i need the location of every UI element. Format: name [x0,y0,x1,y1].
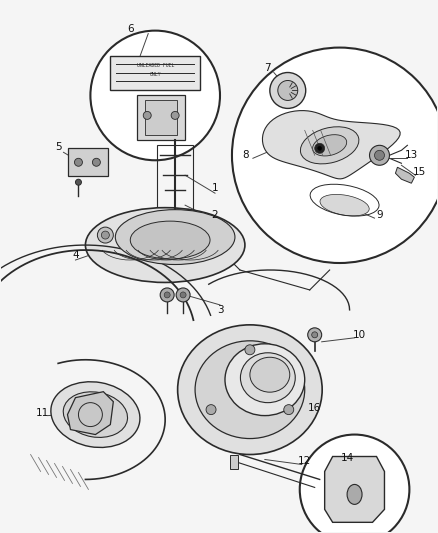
Ellipse shape [250,357,290,392]
Ellipse shape [320,195,369,216]
Circle shape [176,288,190,302]
Text: 13: 13 [405,150,418,160]
Circle shape [245,345,255,355]
Polygon shape [396,167,414,183]
Polygon shape [325,456,385,522]
Bar [157,146,193,215]
Ellipse shape [85,208,245,282]
Polygon shape [262,111,400,179]
Text: 11: 11 [36,408,49,418]
Ellipse shape [240,353,295,402]
Ellipse shape [225,344,305,416]
Text: 12: 12 [298,456,311,466]
Circle shape [318,147,321,150]
Circle shape [90,30,220,160]
Text: 8: 8 [243,150,249,160]
Text: 1: 1 [212,183,218,193]
Circle shape [143,111,151,119]
Text: 14: 14 [341,453,354,463]
Ellipse shape [313,135,347,156]
Circle shape [232,47,438,263]
Circle shape [164,292,170,298]
Ellipse shape [130,221,210,259]
Circle shape [75,179,81,185]
Circle shape [160,288,174,302]
Circle shape [314,143,325,154]
Circle shape [206,405,216,415]
Bar [137,95,185,140]
Ellipse shape [300,127,359,164]
Ellipse shape [178,325,322,455]
Circle shape [312,332,318,338]
Text: 15: 15 [413,167,426,177]
Ellipse shape [51,382,140,448]
Ellipse shape [195,341,305,439]
Ellipse shape [347,484,362,504]
Circle shape [300,434,410,533]
Bar [230,455,238,470]
Text: 10: 10 [353,330,366,340]
Text: 6: 6 [127,23,134,34]
Text: 7: 7 [265,62,271,72]
Circle shape [74,158,82,166]
Circle shape [374,150,385,160]
Circle shape [270,72,306,108]
Circle shape [97,227,113,243]
Circle shape [171,111,179,119]
Text: 16: 16 [308,402,321,413]
Text: UNLEADED FUEL: UNLEADED FUEL [137,63,174,68]
Text: 5: 5 [55,142,62,152]
Circle shape [101,231,110,239]
Bar [145,100,177,135]
Circle shape [180,292,186,298]
Circle shape [370,146,389,165]
Text: 9: 9 [376,210,383,220]
Ellipse shape [115,209,235,264]
Text: 3: 3 [217,305,223,315]
Circle shape [284,405,294,415]
Ellipse shape [63,392,127,438]
Polygon shape [67,392,113,434]
Circle shape [308,328,321,342]
Text: ONLY: ONLY [149,72,161,77]
Text: 2: 2 [212,210,218,220]
Text: 4: 4 [72,250,79,260]
Bar [68,148,108,176]
Circle shape [278,80,298,100]
Circle shape [92,158,100,166]
Bar [110,55,200,91]
